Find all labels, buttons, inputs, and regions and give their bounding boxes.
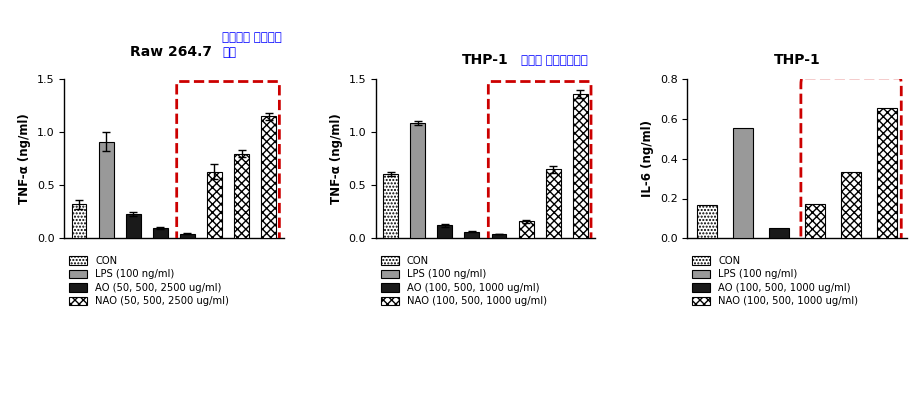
Bar	[492, 234, 507, 238]
Y-axis label: TNF-α (ng/ml): TNF-α (ng/ml)	[18, 114, 31, 204]
Bar	[805, 204, 825, 238]
Bar	[234, 154, 249, 238]
Bar	[261, 116, 276, 238]
Bar	[99, 142, 114, 238]
Bar	[125, 214, 141, 238]
Bar	[518, 221, 534, 238]
Bar	[697, 206, 717, 238]
Text: THP-1: THP-1	[774, 53, 821, 67]
Bar	[769, 228, 789, 238]
Bar	[546, 170, 561, 238]
Bar	[383, 173, 398, 238]
Legend: CON, LPS (100 ng/ml), AO (100, 500, 1000 ug/ml), NAO (100, 500, 1000 ug/ml): CON, LPS (100 ng/ml), AO (100, 500, 1000…	[692, 256, 858, 306]
Text: （사람 대식세포주）: （사람 대식세포주）	[520, 54, 587, 67]
Bar	[153, 227, 168, 238]
Text: Raw 264.7: Raw 264.7	[130, 45, 217, 59]
Bar	[841, 172, 861, 238]
Y-axis label: IL-6 (ng/ml): IL-6 (ng/ml)	[641, 120, 654, 197]
Bar	[207, 172, 222, 238]
Bar	[71, 204, 86, 238]
Bar	[733, 128, 753, 238]
Legend: CON, LPS (100 ng/ml), AO (100, 500, 1000 ug/ml), NAO (100, 500, 1000 ug/ml): CON, LPS (100 ng/ml), AO (100, 500, 1000…	[381, 256, 547, 306]
Bar	[878, 108, 897, 238]
Text: （마우스 대식세포
주）: （마우스 대식세포 주）	[222, 31, 282, 59]
Bar	[180, 234, 195, 238]
Bar	[410, 123, 425, 238]
Text: THP-1: THP-1	[462, 53, 509, 67]
Y-axis label: TNF-α (ng/ml): TNF-α (ng/ml)	[330, 114, 343, 204]
Bar	[572, 94, 588, 238]
Bar	[437, 225, 453, 238]
Legend: CON, LPS (100 ng/ml), AO (50, 500, 2500 ug/ml), NAO (50, 500, 2500 ug/ml): CON, LPS (100 ng/ml), AO (50, 500, 2500 …	[69, 256, 229, 306]
Bar	[464, 232, 479, 238]
